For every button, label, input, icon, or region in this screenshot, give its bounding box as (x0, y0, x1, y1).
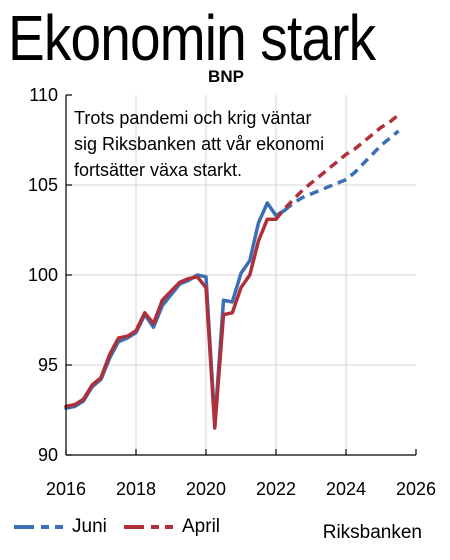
annotation-line-3: fortsätter växa starkt. (74, 160, 242, 180)
y-tick-label-90: 90 (38, 445, 58, 465)
chart-title: BNP (208, 67, 244, 86)
headline: Ekonomin stark (8, 2, 376, 74)
series-forecast-juni (283, 129, 400, 212)
annotation-line-1: Trots pandemi och krig väntar (74, 108, 311, 128)
series-line-april (64, 217, 278, 430)
series-line-juni (64, 201, 287, 425)
source-label: Riksbanken (322, 522, 422, 543)
y-tick-label-105: 105 (28, 175, 58, 195)
y-tick-label-95: 95 (38, 355, 58, 375)
legend-april-label: April (182, 516, 221, 537)
legend-april-swatch (124, 525, 173, 529)
annotation-text: Trots pandemi och krig väntar sig Riksba… (74, 108, 324, 180)
legend-juni-label: Juni (72, 516, 107, 537)
series-lines (64, 113, 400, 430)
y-tick-label-100: 100 (28, 265, 58, 285)
annotation-line-2: sig Riksbanken att vår ekonomi (74, 134, 324, 154)
legend-juni-swatch (14, 525, 63, 529)
x-tick-label-2024: 2024 (326, 479, 366, 499)
axes: 90 95 100 105 110 2016 2018 2020 2022 2024 2026 (28, 85, 436, 499)
x-tick-label-2022: 2022 (256, 479, 296, 499)
y-tick-label-110: 110 (29, 85, 58, 105)
series-forecast-april (274, 113, 400, 221)
x-tick-label-2018: 2018 (116, 479, 156, 499)
x-tick-label-2026: 2026 (396, 479, 436, 499)
x-tick-label-2020: 2020 (186, 479, 226, 499)
legend-april: April (122, 516, 220, 538)
legend-juni: Juni (12, 516, 107, 538)
x-tick-label-2016: 2016 (46, 479, 86, 499)
